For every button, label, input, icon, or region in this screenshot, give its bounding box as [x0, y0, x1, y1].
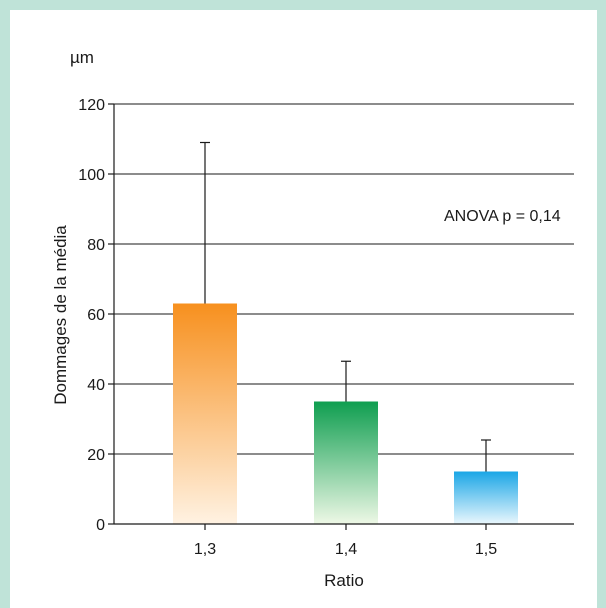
y-tick-label: 0	[96, 517, 105, 534]
y-tick-labels: 0 20 40 60 80 100 120	[78, 97, 105, 534]
x-tick-label: 1,4	[335, 541, 357, 558]
error-bars	[200, 141, 491, 472]
x-tick-label: 1,5	[475, 541, 497, 558]
y-axis-label: Dommages de la média	[51, 225, 70, 405]
bar-1-4	[314, 401, 378, 524]
y-tick-label: 100	[78, 167, 105, 184]
bar-1-5	[454, 471, 518, 524]
y-tick-label: 80	[87, 237, 105, 254]
y-tick-label: 20	[87, 447, 105, 464]
y-tick-label: 60	[87, 307, 105, 324]
y-tick-label: 40	[87, 377, 105, 394]
x-tick-label: 1,3	[194, 541, 216, 558]
x-axis-label: Ratio	[324, 571, 364, 590]
axes	[108, 103, 574, 530]
x-tick-labels: 1,3 1,4 1,5	[194, 541, 497, 558]
unit-label: µm	[70, 48, 94, 67]
bars	[173, 303, 518, 524]
anova-annotation: ANOVA p = 0,14	[444, 208, 561, 225]
bar-1-3	[173, 303, 237, 524]
y-tick-label: 120	[78, 97, 105, 114]
